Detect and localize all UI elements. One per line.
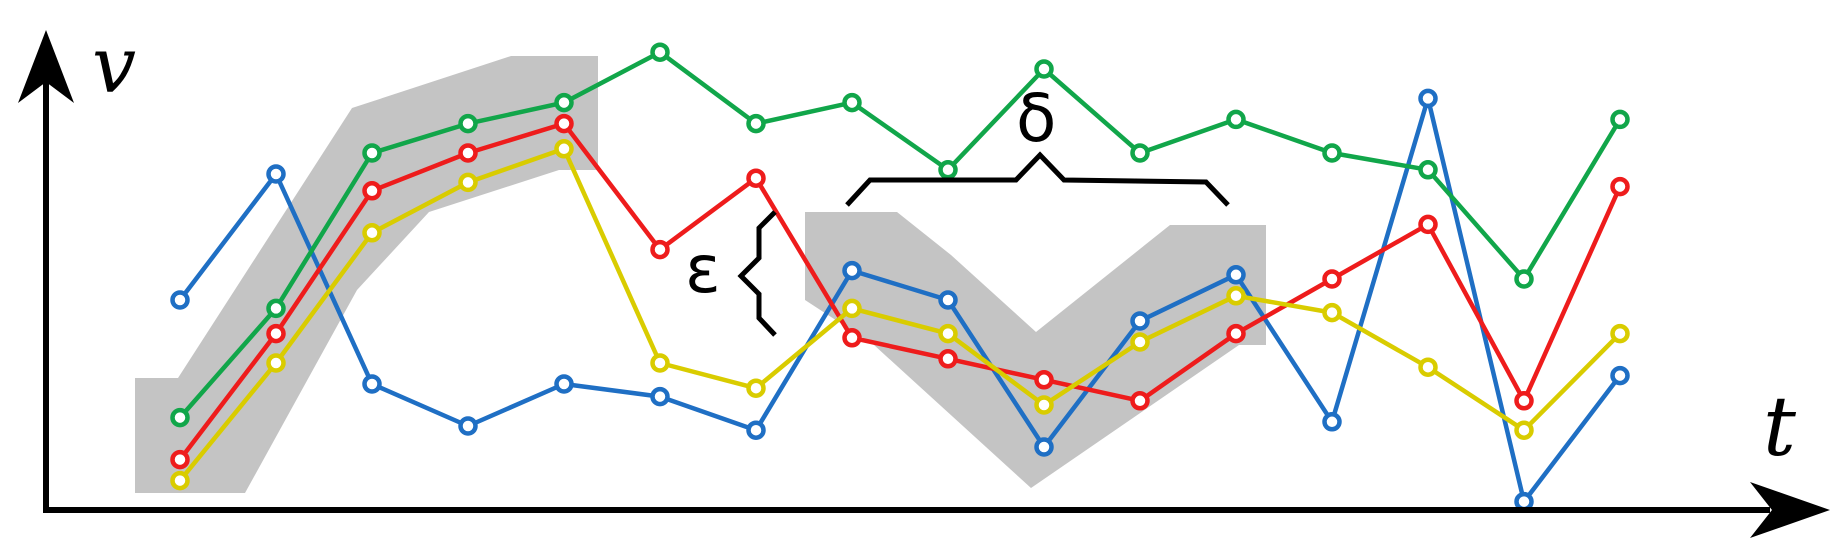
- series-blue: [170, 88, 1630, 512]
- series-point-red: [938, 349, 958, 369]
- shaded-window-right: [805, 212, 1266, 488]
- series-line-yellow: [177, 146, 1623, 483]
- x-axis-arrowhead: [1750, 482, 1830, 538]
- series-point-red: [554, 113, 574, 134]
- series-point-blue: [1226, 265, 1246, 285]
- series-point-red: [1610, 176, 1630, 197]
- series-point-blue: [938, 290, 958, 310]
- series-point-blue: [842, 260, 862, 281]
- y-axis-label: v: [92, 21, 136, 111]
- series-point-red: [842, 328, 862, 348]
- series-point-green: [1130, 143, 1150, 163]
- series-point-red: [746, 168, 766, 188]
- series-point-blue: [458, 416, 478, 436]
- series-green: [170, 42, 1630, 428]
- series-point-green: [1226, 109, 1246, 130]
- series-point-blue: [1034, 437, 1054, 457]
- series-point-blue: [170, 290, 190, 310]
- series-point-yellow: [266, 353, 286, 373]
- series-point-yellow: [938, 323, 958, 344]
- series-point-blue: [362, 374, 382, 394]
- series-red: [170, 113, 1630, 470]
- series-point-red: [1226, 323, 1246, 344]
- series-point-green: [842, 92, 862, 113]
- series-point-green: [458, 113, 478, 134]
- y-axis-arrowhead: [18, 30, 74, 103]
- series-yellow: [170, 139, 1630, 491]
- series-point-red: [362, 181, 382, 201]
- series-point-yellow: [1418, 357, 1438, 377]
- series-point-yellow: [1034, 395, 1054, 415]
- series-point-blue: [1130, 311, 1150, 331]
- series-point-blue: [1322, 412, 1342, 432]
- series-point-yellow: [362, 223, 382, 243]
- series-layer: [170, 42, 1630, 512]
- series-point-green: [1034, 59, 1054, 79]
- series-point-yellow: [1226, 286, 1246, 306]
- series-point-blue: [746, 420, 766, 440]
- series-point-red: [1322, 269, 1342, 289]
- series-point-green: [938, 160, 958, 180]
- series-point-yellow: [554, 139, 574, 159]
- series-point-green: [554, 92, 574, 113]
- series-point-green: [1514, 269, 1534, 289]
- series-point-red: [458, 143, 478, 163]
- series-point-red: [650, 239, 670, 260]
- series-point-yellow: [458, 172, 478, 193]
- series-point-red: [170, 449, 190, 470]
- delta-label: δ: [1016, 80, 1056, 157]
- series-point-blue: [1418, 88, 1438, 109]
- series-point-green: [362, 143, 382, 163]
- series-point-blue: [650, 386, 670, 407]
- series-point-green: [1610, 109, 1630, 130]
- series-point-blue: [554, 374, 574, 394]
- series-point-green: [170, 407, 190, 428]
- delta-brace: [845, 151, 1230, 207]
- series-point-green: [746, 113, 766, 134]
- series-point-yellow: [650, 353, 670, 373]
- series-point-red: [266, 323, 286, 344]
- shaded-windows: [135, 56, 1266, 493]
- brace-group: [737, 151, 1230, 337]
- axes: [18, 30, 1830, 538]
- series-point-yellow: [1610, 323, 1630, 344]
- series-point-yellow: [1322, 302, 1342, 323]
- series-point-red: [1418, 214, 1438, 235]
- series-line-green: [177, 49, 1623, 420]
- series-point-yellow: [842, 298, 862, 319]
- series-point-red: [1130, 391, 1150, 411]
- series-line-red: [177, 121, 1623, 462]
- series-point-blue: [1610, 365, 1630, 386]
- series-point-yellow: [746, 378, 766, 398]
- epsilon-label: ε: [685, 231, 721, 308]
- epsilon-brace: [737, 210, 777, 337]
- series-point-green: [1322, 143, 1342, 163]
- series-point-green: [1418, 160, 1438, 180]
- series-point-blue: [1514, 491, 1534, 512]
- series-point-yellow: [170, 470, 190, 491]
- series-point-red: [1034, 370, 1054, 390]
- series-point-yellow: [1514, 420, 1534, 440]
- series-point-red: [1514, 391, 1534, 411]
- shaded-window-left: [135, 56, 598, 493]
- series-point-green: [266, 298, 286, 319]
- series-line-blue: [177, 96, 1623, 504]
- series-point-green: [650, 42, 670, 62]
- series-point-blue: [266, 164, 286, 184]
- x-axis-label: t: [1763, 380, 1797, 475]
- series-point-yellow: [1130, 332, 1150, 352]
